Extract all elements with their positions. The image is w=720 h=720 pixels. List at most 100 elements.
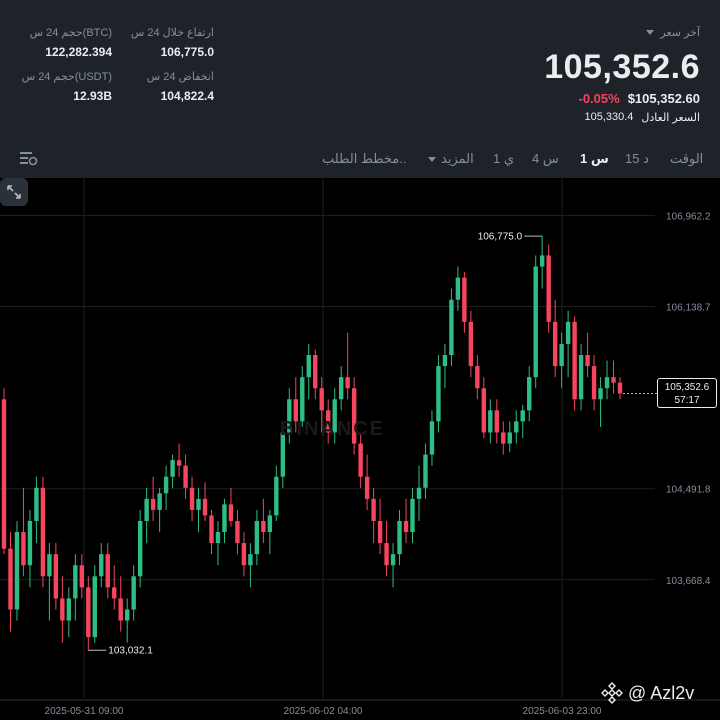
vol-btc-stat: حجم 24 س(BTC) 122,282.394 [20, 26, 112, 59]
current-price-tag: 105,352.6 57:17 [657, 378, 717, 409]
candle-body [384, 543, 389, 566]
candle-body [131, 576, 136, 610]
y-tick-label: 103,668.4 [666, 576, 711, 587]
candle-body [105, 554, 110, 588]
candle-body [429, 421, 435, 455]
x-tick-label: 2025-05-31 09:00 [45, 706, 124, 717]
candle-body [559, 343, 564, 367]
candle-body [468, 321, 474, 367]
usd-price: $105,352.60 [627, 91, 700, 106]
candle-body [326, 410, 331, 433]
tab-4h[interactable]: 4 س [532, 151, 559, 166]
candle-body [410, 498, 415, 533]
high-24h-label: ارتفاع خلال 24 س [130, 27, 214, 39]
candle-body [267, 515, 273, 533]
candle-body [306, 355, 311, 378]
tab-orderbook-chart[interactable]: مخطط الطلب.. [322, 151, 407, 166]
candle-body [358, 443, 363, 477]
candle-body [371, 498, 376, 521]
candle-body [565, 321, 571, 344]
low-marker-label: 103,032.1 [108, 646, 153, 657]
candle-body [21, 532, 26, 566]
vol-btc-label: حجم 24 س(BTC) [29, 27, 112, 39]
price-chart[interactable]: 106,962.2 106,138.7 104,491.8 103,668.4 2025… [0, 178, 720, 720]
fullscreen-icon[interactable] [0, 178, 28, 206]
candle-body [170, 460, 175, 477]
low-24h-label: انخفاض 24 س [146, 71, 214, 83]
candle-body [436, 366, 441, 422]
candle-body [397, 520, 402, 555]
candle-body [1, 399, 7, 549]
candle-body [390, 554, 396, 566]
tab-1d[interactable]: 1 ي [493, 151, 515, 166]
candle-body [591, 366, 597, 400]
candle-body [481, 388, 487, 433]
candle-body [501, 432, 506, 444]
candle-body [215, 532, 221, 544]
tab-15m[interactable]: 15 د [625, 151, 649, 166]
candle-body [423, 454, 428, 488]
candle-body [319, 388, 324, 411]
candle-body [572, 321, 577, 400]
vol-usdt-label: حجم 24 س(USDT) [21, 71, 112, 83]
candle-body [53, 554, 59, 599]
candle-body [617, 382, 623, 394]
candle-body [40, 487, 46, 577]
tab-time[interactable]: الوقت [670, 151, 704, 166]
candle-body [527, 377, 532, 411]
candle-body [455, 277, 461, 300]
candle-body [86, 587, 91, 638]
candle-body [332, 399, 337, 433]
candle-body [578, 355, 584, 400]
candle-body [611, 377, 616, 383]
candle-body [248, 554, 253, 566]
author-handle: Azl2v [650, 682, 695, 703]
binance-logo-icon [601, 682, 623, 704]
chart-settings-icon[interactable] [20, 150, 38, 166]
last-price-selector[interactable]: آخر سعر [646, 26, 700, 39]
candle-body [222, 504, 227, 533]
chevron-down-icon [428, 156, 436, 162]
candle-body [183, 465, 188, 488]
candle-body [79, 565, 85, 588]
y-tick-label: 106,962.2 [666, 211, 711, 222]
vol-usdt-value: 12.93B [73, 89, 112, 103]
y-tick-label: 104,491.8 [666, 485, 711, 496]
candle-body [261, 520, 266, 533]
candle-body [520, 410, 525, 422]
price-change-row: -0.05% $105,352.60 [579, 91, 701, 106]
candlestick-chart[interactable]: 106,962.2 106,138.7 104,491.8 103,668.4 2025… [0, 178, 720, 720]
candle-body [449, 299, 454, 356]
candle-body [189, 487, 195, 510]
candle-body [241, 543, 247, 566]
candle-body [377, 520, 383, 544]
candle-body [73, 565, 78, 599]
candle-body [539, 255, 545, 267]
candle-body [598, 388, 603, 400]
candle-body [287, 399, 292, 433]
last-price-label: آخر سعر [660, 27, 700, 39]
vol-btc-value: 122,282.394 [45, 45, 112, 59]
current-price-label: 105,352.6 [664, 382, 710, 394]
candle-body [364, 476, 370, 499]
candle-body [254, 520, 260, 555]
low-24h-value: 104,822.4 [160, 89, 214, 103]
candle-body [112, 587, 117, 599]
candle-body [280, 432, 286, 477]
tab-1h[interactable]: 1 س [580, 151, 609, 166]
high-24h-value: 106,775.0 [160, 45, 214, 59]
candle-body [293, 399, 298, 422]
candle-body [403, 520, 409, 533]
candle-body [60, 598, 65, 621]
vol-usdt-stat: حجم 24 س(USDT) 12.93B [20, 70, 112, 103]
candle-body [99, 554, 104, 577]
candle-body [125, 609, 130, 621]
candle-body [585, 355, 590, 367]
candle-body [546, 255, 551, 322]
fair-price-row: 105,330.4 السعر العادل [584, 111, 700, 124]
candle-body [475, 366, 480, 389]
candle-body [235, 520, 240, 544]
candle-body [27, 520, 33, 566]
tab-more[interactable]: المزيد [428, 151, 474, 167]
binance-watermark: BINANCE [280, 418, 386, 440]
